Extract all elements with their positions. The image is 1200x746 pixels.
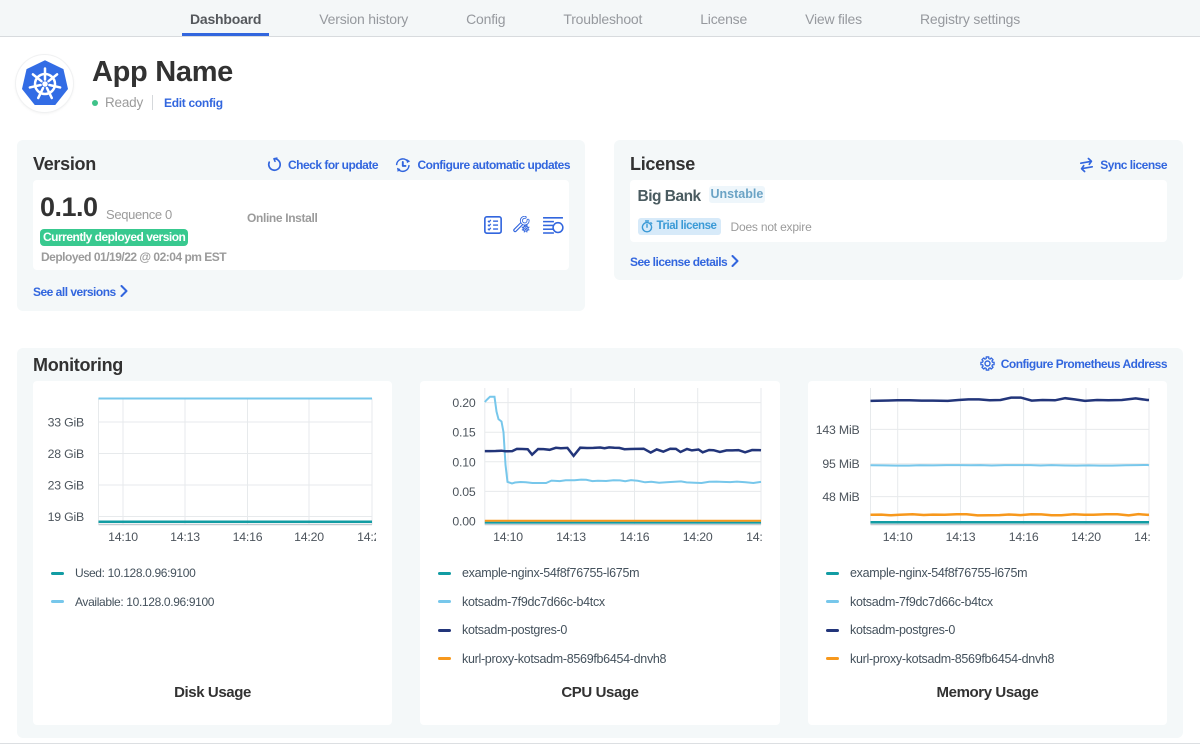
svg-text:48 MiB: 48 MiB (822, 490, 859, 504)
svg-text:14:10: 14:10 (883, 530, 913, 544)
svg-text:33 GiB: 33 GiB (48, 416, 84, 430)
svg-text:14:23: 14:23 (1134, 530, 1151, 544)
svg-text:14:16: 14:16 (620, 530, 650, 544)
svg-text:23 GiB: 23 GiB (48, 479, 84, 493)
svg-text:14:20: 14:20 (294, 530, 324, 544)
svg-text:14:20: 14:20 (1071, 530, 1101, 544)
svg-text:19 GiB: 19 GiB (48, 510, 84, 524)
svg-text:0.15: 0.15 (452, 426, 475, 440)
svg-text:14:13: 14:13 (170, 530, 200, 544)
svg-text:14:10: 14:10 (493, 530, 523, 544)
svg-text:0.05: 0.05 (452, 485, 475, 499)
svg-text:0.00: 0.00 (452, 515, 475, 529)
svg-text:14:16: 14:16 (1009, 530, 1039, 544)
svg-text:14:20: 14:20 (683, 530, 713, 544)
svg-text:14:23: 14:23 (746, 530, 763, 544)
svg-text:0.20: 0.20 (452, 396, 475, 410)
svg-text:95 MiB: 95 MiB (822, 457, 859, 471)
svg-text:14:10: 14:10 (108, 530, 138, 544)
svg-text:14:13: 14:13 (556, 530, 586, 544)
svg-text:14:16: 14:16 (233, 530, 263, 544)
svg-text:14:13: 14:13 (946, 530, 976, 544)
svg-text:0.10: 0.10 (452, 455, 475, 469)
svg-text:28 GiB: 28 GiB (48, 447, 84, 461)
svg-text:14:23: 14:23 (357, 530, 376, 544)
svg-text:143 MiB: 143 MiB (816, 423, 860, 437)
